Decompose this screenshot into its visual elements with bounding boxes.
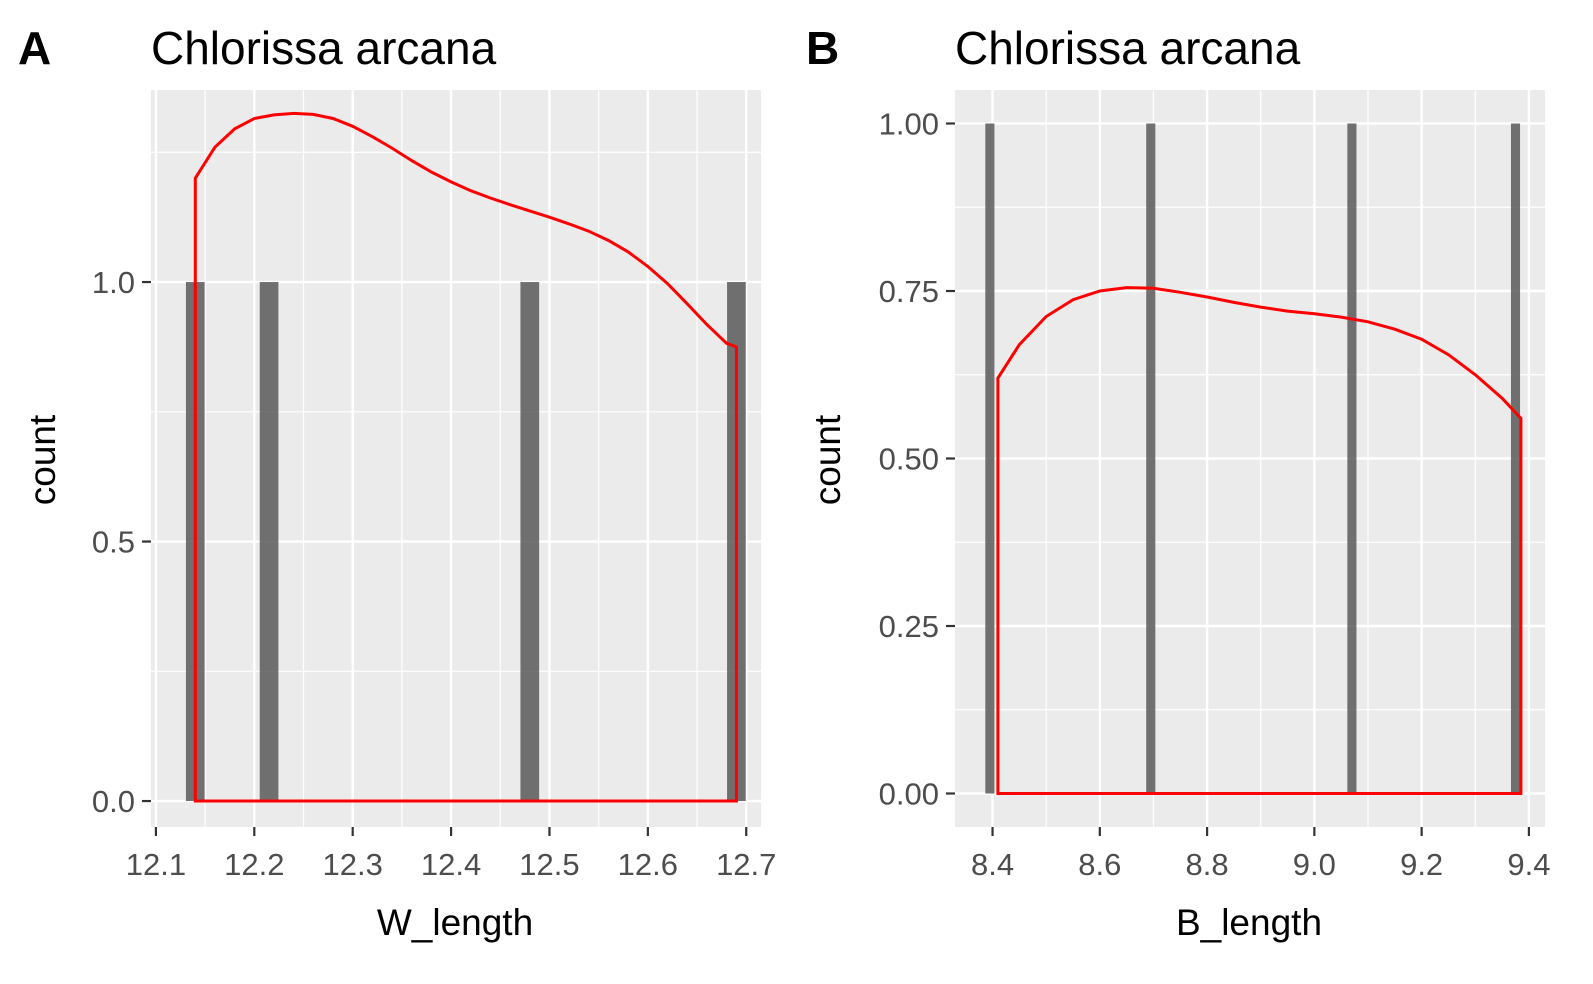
panel-b-title: Chlorissa arcana: [955, 22, 1301, 74]
panel-a-x-axis: 12.1 12.2 12.3 12.4 12.5 12.6 12.7: [126, 827, 776, 882]
panel-a-x-tick-label: 12.5: [519, 847, 579, 882]
panel-b-bar-4: [1510, 123, 1521, 794]
panel-b-bars: [985, 123, 1521, 794]
panel-a-y-axis-label: count: [22, 414, 63, 505]
panel-a-x-tick-label: 12.4: [421, 847, 481, 882]
panel-a-y-tick-label: 1.0: [92, 265, 135, 300]
panel-b-y-tick-label: 0.25: [879, 609, 939, 644]
panel-b-x-axis-label: B_length: [1176, 902, 1322, 943]
panel-b-x-tick-label: 9.2: [1400, 847, 1443, 882]
panel-b-bar-1: [985, 123, 995, 794]
panel-a-y-tick-label: 0.5: [92, 525, 135, 560]
panel-b-y-tick-label: 1.00: [879, 107, 939, 142]
panel-a-y-tick-label: 0.0: [92, 784, 135, 819]
panel-a-x-axis-label: W_length: [377, 902, 533, 943]
panel-b-x-tick-label: 8.8: [1186, 847, 1229, 882]
panel-b-y-tick-label: 0.00: [879, 777, 939, 812]
panel-b-y-axis: 0.00 0.25 0.50 0.75 1.00: [879, 107, 955, 812]
panel-a-y-axis: 0.0 0.5 1.0: [92, 265, 151, 819]
panel-b-y-axis-label: count: [807, 414, 848, 505]
panel-b-x-tick-label: 8.6: [1078, 847, 1121, 882]
panel-a-plot-background: [151, 90, 761, 827]
panel-b-density-curve: [996, 286, 1523, 795]
panel-b-y-tick-label: 0.75: [879, 274, 939, 309]
panel-b-bar-3: [1347, 123, 1357, 794]
panel-b-x-tick-label: 8.4: [971, 847, 1014, 882]
panel-a-x-tick-label: 12.3: [323, 847, 383, 882]
panel-a-tag: A: [18, 22, 51, 74]
panel-a-density-curve: [193, 111, 738, 803]
panel-b-x-axis: 8.4 8.6 8.8 9.0 9.2 9.4: [971, 827, 1550, 882]
panel-a-bar-3: [520, 282, 540, 802]
panel-b-tag: B: [806, 22, 839, 74]
panel-a-x-tick-label: 12.7: [716, 847, 776, 882]
panel-a-x-tick-label: 12.6: [618, 847, 678, 882]
panel-b-y-tick-label: 0.50: [879, 442, 939, 477]
panel-a-x-tick-label: 12.2: [224, 847, 284, 882]
panel-a: A Chlorissa arcana 12.1 12.2 12.3 12.4 12.5 1…: [18, 22, 776, 943]
panel-a-title: Chlorissa arcana: [151, 22, 497, 74]
panel-b-bar-2: [1146, 123, 1156, 794]
panel-b: B Chlorissa arcana 8.4 8.6 8.8 9.0 9.2 9.4 0.…: [806, 22, 1550, 943]
panel-a-x-tick-label: 12.1: [126, 847, 186, 882]
panel-a-bar-2: [259, 282, 279, 802]
panel-b-x-tick-label: 9.4: [1507, 847, 1550, 882]
panel-b-x-tick-label: 9.0: [1293, 847, 1336, 882]
